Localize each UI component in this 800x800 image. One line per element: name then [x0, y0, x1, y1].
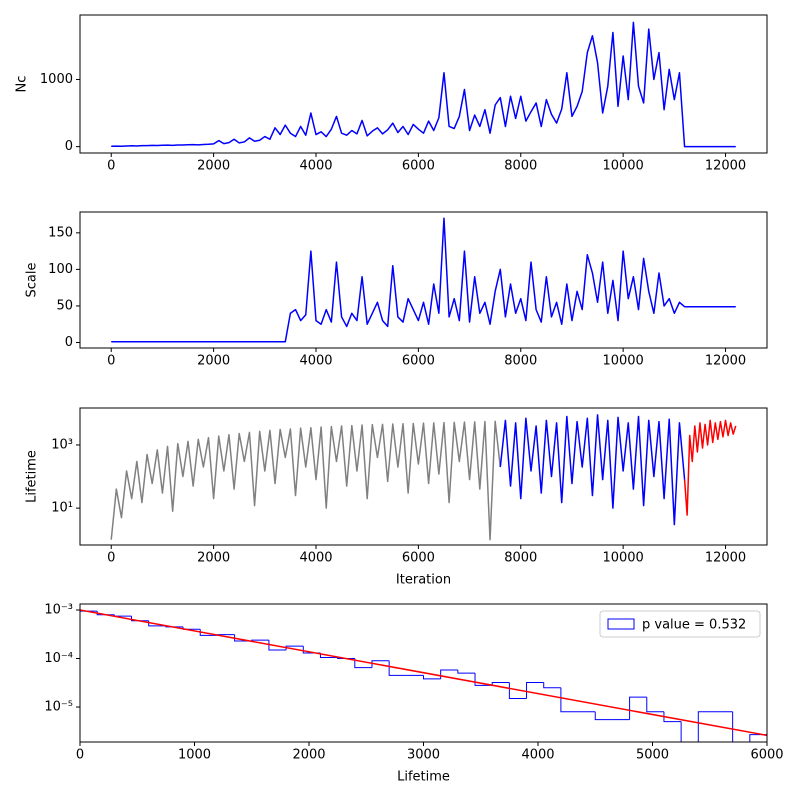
histogram-step	[354, 658, 372, 669]
histogram-step	[113, 614, 132, 617]
histogram-step	[732, 711, 734, 742]
histogram-step	[560, 687, 579, 713]
data-line	[111, 217, 736, 343]
y-tick-label: 0	[65, 335, 73, 350]
data-line	[111, 21, 736, 148]
legend-swatch	[607, 618, 635, 630]
y-axis-label: Lifetime	[25, 450, 40, 503]
x-tick-label: 12000	[705, 159, 746, 174]
x-tick-label: 0	[107, 159, 115, 174]
histogram-step	[526, 682, 544, 699]
y-axis-label: Scale	[25, 263, 40, 298]
histogram-step	[457, 669, 476, 674]
histogram-step	[251, 639, 269, 641]
x-tick-label: 2000	[197, 354, 230, 369]
x-tick-label: 8000	[504, 551, 537, 566]
y-tick-label: 0	[65, 139, 73, 154]
y-tick-label: 10¹	[51, 501, 73, 516]
x-tick-label: 1000	[178, 748, 211, 763]
plot-area	[111, 21, 736, 148]
histogram-step	[268, 640, 287, 651]
histogram-step	[594, 711, 613, 721]
histogram-step	[371, 660, 390, 668]
x-tick-label: 10000	[602, 354, 643, 369]
data-line	[683, 419, 737, 516]
x-tick-label: 0	[107, 551, 115, 566]
plot-area	[110, 414, 737, 541]
x-tick-label: 4000	[299, 551, 332, 566]
y-tick-label: 10⁻³	[44, 603, 73, 618]
plot-area	[80, 609, 767, 742]
x-tick-label: 6000	[750, 748, 783, 763]
legend-label: p value = 0.532	[642, 618, 746, 633]
x-tick-label: 8000	[504, 354, 537, 369]
y-tick-label: 150	[48, 225, 73, 240]
histogram-step	[491, 682, 510, 686]
axes-frame	[79, 211, 768, 349]
y-tick-label: 10⁻⁵	[44, 700, 73, 715]
histogram-step	[697, 711, 716, 742]
x-tick-label: 12000	[705, 551, 746, 566]
x-tick-label: 3000	[407, 748, 440, 763]
y-tick-label: 50	[56, 298, 73, 313]
histogram-step	[646, 697, 664, 713]
x-tick-label: 12000	[705, 354, 746, 369]
fit-line	[80, 609, 767, 737]
x-tick-label: 2000	[197, 551, 230, 566]
x-tick-label: 10000	[602, 551, 643, 566]
histogram-step	[388, 660, 407, 676]
x-tick-label: 0	[76, 748, 84, 763]
axes-frame	[79, 407, 768, 546]
histogram-step	[629, 696, 647, 720]
axes-frame	[79, 14, 768, 154]
x-tick-label: 2000	[197, 159, 230, 174]
y-tick-label: 100	[48, 262, 73, 277]
x-tick-label: 0	[107, 354, 115, 369]
x-tick-label: 2000	[292, 748, 325, 763]
x-tick-label: 4000	[299, 159, 332, 174]
y-tick-label: 1000	[40, 72, 73, 87]
data-line	[499, 414, 686, 526]
histogram-step	[285, 645, 304, 650]
x-tick-label: 8000	[504, 159, 537, 174]
x-tick-label: 10000	[602, 159, 643, 174]
x-tick-label: 6000	[402, 551, 435, 566]
x-tick-label: 4000	[521, 748, 554, 763]
plot-area	[111, 217, 736, 343]
histogram-step	[663, 711, 682, 723]
legend: p value = 0.532	[599, 610, 761, 638]
y-tick-label: 10³	[51, 437, 73, 452]
legend-box	[599, 610, 761, 638]
histogram-step	[474, 673, 493, 686]
x-tick-label: 6000	[402, 354, 435, 369]
x-tick-label: 4000	[299, 354, 332, 369]
histogram-step	[680, 721, 682, 742]
histogram-step	[423, 675, 441, 680]
x-tick-label: 5000	[636, 748, 669, 763]
histogram-step	[543, 682, 561, 689]
x-axis-label: Lifetime	[397, 770, 450, 785]
y-axis-label: Nc	[15, 76, 30, 93]
y-tick-label: 10⁻⁴	[44, 651, 73, 666]
histogram-step	[80, 610, 98, 742]
histogram-step	[749, 734, 767, 742]
data-line	[110, 420, 502, 541]
x-axis-label: Iteration	[396, 573, 451, 588]
x-tick-label: 6000	[402, 159, 435, 174]
